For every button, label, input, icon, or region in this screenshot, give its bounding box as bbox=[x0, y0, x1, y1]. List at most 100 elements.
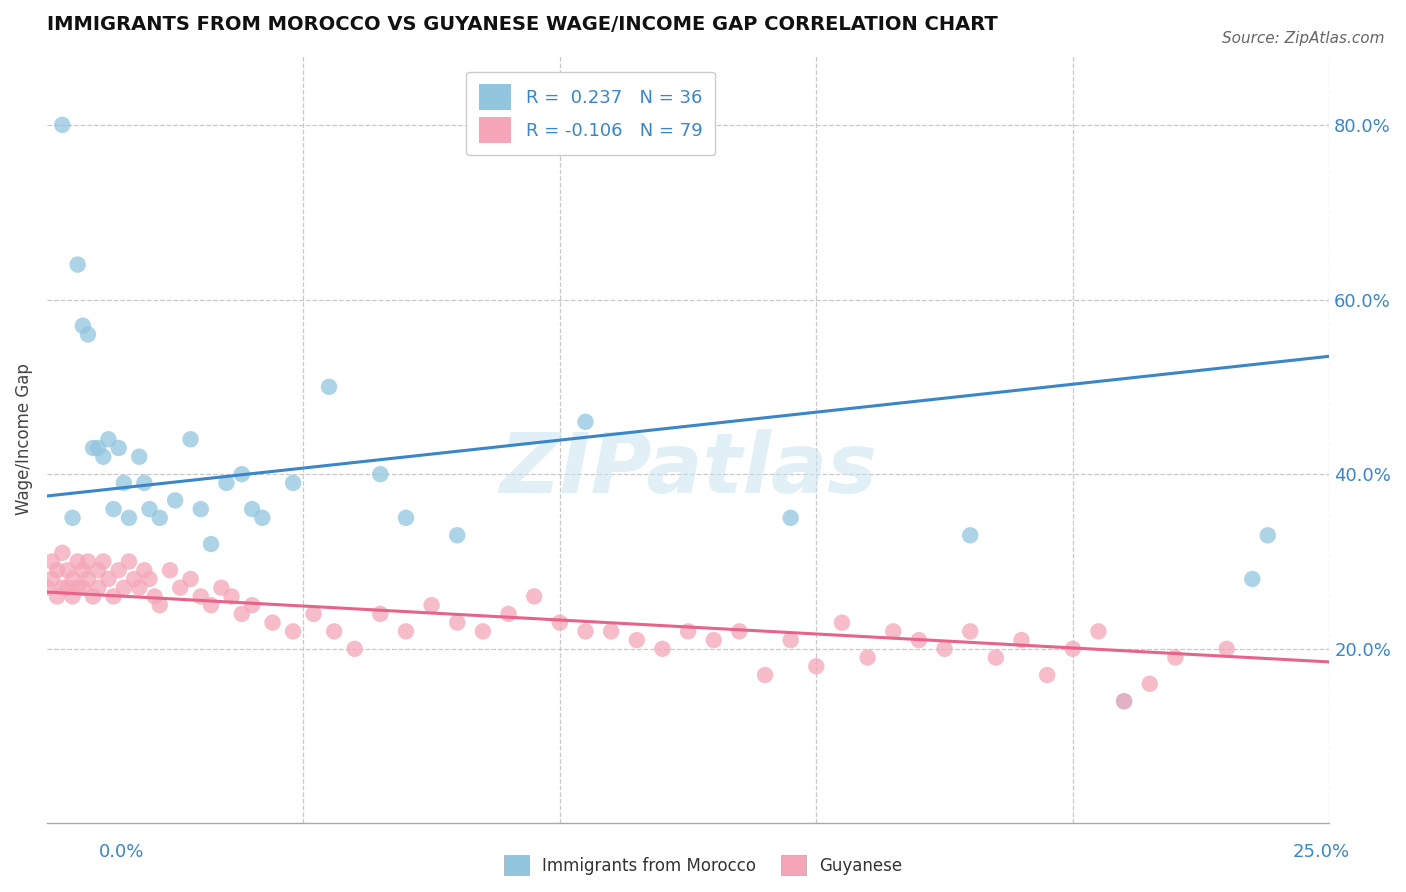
Point bbox=[1112, 694, 1135, 708]
Point bbox=[159, 563, 181, 577]
Point bbox=[651, 641, 673, 656]
Point bbox=[574, 624, 596, 639]
Point bbox=[97, 572, 120, 586]
Point bbox=[343, 641, 366, 656]
Point bbox=[72, 563, 94, 577]
Point bbox=[62, 572, 84, 586]
Point bbox=[368, 607, 391, 621]
Point bbox=[959, 528, 981, 542]
Point bbox=[318, 380, 340, 394]
Point bbox=[56, 563, 79, 577]
Point bbox=[1257, 528, 1279, 542]
Point bbox=[82, 590, 104, 604]
Point bbox=[149, 598, 172, 612]
Point bbox=[134, 563, 156, 577]
Point bbox=[395, 511, 418, 525]
Point bbox=[703, 633, 725, 648]
Point bbox=[523, 590, 546, 604]
Point bbox=[498, 607, 520, 621]
Point bbox=[118, 554, 141, 568]
Point bbox=[1062, 641, 1084, 656]
Point bbox=[165, 493, 187, 508]
Text: 25.0%: 25.0% bbox=[1292, 843, 1350, 861]
Point bbox=[87, 563, 110, 577]
Point bbox=[103, 590, 125, 604]
Point bbox=[1112, 694, 1135, 708]
Point bbox=[41, 572, 63, 586]
Text: IMMIGRANTS FROM MOROCCO VS GUYANESE WAGE/INCOME GAP CORRELATION CHART: IMMIGRANTS FROM MOROCCO VS GUYANESE WAGE… bbox=[46, 15, 998, 34]
Point bbox=[1241, 572, 1264, 586]
Point bbox=[107, 441, 129, 455]
Point bbox=[107, 563, 129, 577]
Point bbox=[46, 563, 69, 577]
Point bbox=[66, 581, 89, 595]
Point bbox=[806, 659, 828, 673]
Text: 0.0%: 0.0% bbox=[98, 843, 143, 861]
Point bbox=[51, 118, 73, 132]
Point bbox=[180, 572, 202, 586]
Point bbox=[169, 581, 191, 595]
Point bbox=[395, 624, 418, 639]
Point bbox=[62, 590, 84, 604]
Point bbox=[51, 581, 73, 595]
Point bbox=[91, 554, 114, 568]
Point bbox=[728, 624, 751, 639]
Point bbox=[856, 650, 879, 665]
Point bbox=[138, 572, 160, 586]
Point bbox=[46, 590, 69, 604]
Point bbox=[368, 467, 391, 482]
Point bbox=[143, 590, 166, 604]
Point bbox=[200, 537, 222, 551]
Point bbox=[934, 641, 956, 656]
Y-axis label: Wage/Income Gap: Wage/Income Gap bbox=[15, 363, 32, 516]
Point bbox=[200, 598, 222, 612]
Point bbox=[231, 607, 253, 621]
Point bbox=[77, 554, 100, 568]
Point bbox=[209, 581, 232, 595]
Point bbox=[35, 581, 58, 595]
Legend: Immigrants from Morocco, Guyanese: Immigrants from Morocco, Guyanese bbox=[495, 847, 911, 884]
Point bbox=[252, 511, 274, 525]
Point bbox=[112, 581, 135, 595]
Point bbox=[112, 475, 135, 490]
Point bbox=[754, 668, 776, 682]
Point bbox=[51, 546, 73, 560]
Point bbox=[984, 650, 1007, 665]
Point bbox=[62, 511, 84, 525]
Point bbox=[128, 581, 150, 595]
Point bbox=[77, 327, 100, 342]
Point bbox=[56, 581, 79, 595]
Point bbox=[1139, 677, 1161, 691]
Point bbox=[118, 511, 141, 525]
Point bbox=[66, 554, 89, 568]
Point bbox=[72, 318, 94, 333]
Point bbox=[676, 624, 699, 639]
Point bbox=[323, 624, 346, 639]
Point bbox=[1011, 633, 1033, 648]
Point bbox=[66, 258, 89, 272]
Point bbox=[72, 581, 94, 595]
Point bbox=[882, 624, 904, 639]
Point bbox=[215, 475, 238, 490]
Point bbox=[149, 511, 172, 525]
Point bbox=[231, 467, 253, 482]
Point bbox=[281, 624, 304, 639]
Legend: R =  0.237   N = 36, R = -0.106   N = 79: R = 0.237 N = 36, R = -0.106 N = 79 bbox=[467, 71, 716, 155]
Point bbox=[446, 615, 468, 630]
Point bbox=[134, 475, 156, 490]
Point bbox=[82, 441, 104, 455]
Point bbox=[446, 528, 468, 542]
Text: ZIPatlas: ZIPatlas bbox=[499, 429, 877, 510]
Point bbox=[41, 554, 63, 568]
Point bbox=[240, 502, 263, 516]
Point bbox=[548, 615, 571, 630]
Point bbox=[779, 633, 801, 648]
Point bbox=[262, 615, 284, 630]
Point bbox=[908, 633, 931, 648]
Point bbox=[1215, 641, 1237, 656]
Point bbox=[281, 475, 304, 490]
Point bbox=[122, 572, 145, 586]
Point bbox=[128, 450, 150, 464]
Point bbox=[1036, 668, 1059, 682]
Point bbox=[1164, 650, 1187, 665]
